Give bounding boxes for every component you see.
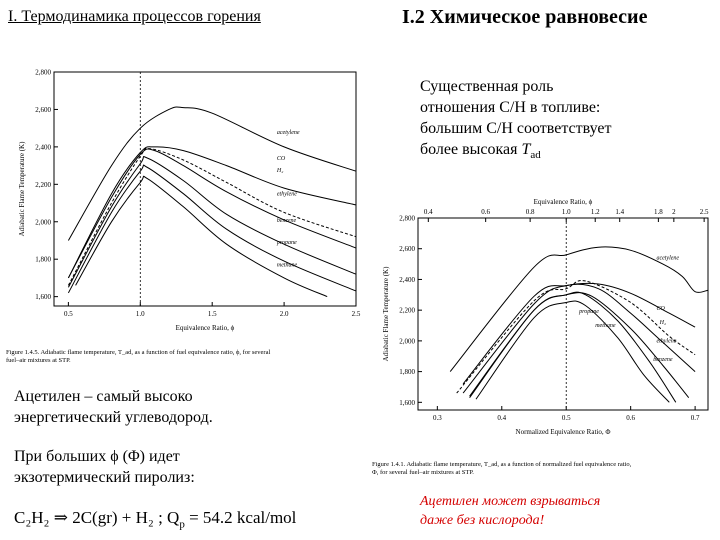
x-tick-label: 0.3	[433, 414, 442, 422]
x-tick-label: 2.5	[352, 310, 361, 318]
desc-line: большим C/H соответствует	[420, 120, 612, 137]
series-label: ethylene	[277, 192, 297, 198]
series-line-1	[67, 106, 357, 241]
series-label: benzene	[277, 218, 297, 224]
para-line: энергетический углеводород.	[14, 409, 213, 426]
plot-frame	[417, 217, 709, 411]
y-tick-label: 2,400	[35, 143, 51, 151]
top-tick-label: 1.4	[615, 208, 624, 216]
series-label: H₂	[659, 320, 666, 326]
warning-line: даже без кислорода!	[420, 513, 545, 528]
para-line: экзотермический пиролиз:	[14, 469, 195, 486]
x-tick-label: 1.5	[208, 310, 217, 318]
para-line: Ацетилен – самый высоко	[14, 388, 193, 405]
formula-sub: p	[179, 518, 185, 531]
figure-caption: Figure 1.4.5. Adiabatic flame temperatur…	[6, 349, 270, 356]
warning-line: Ацетилен может взрываться	[420, 494, 601, 509]
description-text: Существенная роль отношения C/H в топлив…	[420, 76, 710, 166]
series-line-4	[469, 291, 677, 403]
x-axis-label: Normalized Equivalence Ratio, Φ	[516, 428, 611, 436]
figure-caption: Figure 1.4.1. Adiabatic flame temperatur…	[372, 461, 632, 468]
left-chart: 2,800 2,600 2,400 2,200 2,000 1,800 1,600 0.5 1.…	[6, 69, 361, 365]
y-tick-label: 1,800	[399, 368, 415, 376]
y-tick-label: 2,600	[399, 245, 415, 253]
x-tick-label: 1.0	[136, 310, 145, 318]
series-line-2	[462, 282, 696, 385]
y-tick-label: 2,800	[35, 69, 51, 77]
series-label: H₂	[276, 168, 283, 174]
formula-rest: = 54.2 kcal/mol	[184, 508, 297, 527]
slide-title: I.2 Химическое равновесие	[402, 6, 648, 28]
top-tick-label: 0.8	[526, 208, 535, 216]
series-label: CO	[277, 156, 286, 162]
plot-frame	[53, 71, 357, 307]
series-label: acetylene	[277, 130, 300, 136]
tad-subscript: ad	[530, 149, 541, 162]
section-title-left: I. Термодинамика процессов горения	[8, 8, 261, 25]
top-tick-label: 0.6	[481, 208, 490, 216]
desc-prefix: более высокая	[420, 141, 522, 158]
top-tick-label: 1.0	[562, 208, 571, 216]
top-tick-label: 2	[672, 208, 676, 216]
y-tick-label: 2,600	[35, 106, 51, 114]
series-label: methane	[277, 263, 298, 269]
series-label: acetylene	[656, 255, 679, 261]
top-tick-label: 1.8	[654, 208, 663, 216]
figure-caption: fuel–air mixtures at STP.	[6, 357, 71, 364]
series-line-6	[67, 164, 357, 294]
series-line-1	[449, 246, 709, 372]
reaction-formula: C₂H₂ ⇒ 2C(gr) + H₂ ; Qp = 54.2 kcal/mol	[14, 508, 296, 530]
top-tick-label: 2.5	[700, 208, 709, 216]
series-label: benzene	[653, 357, 673, 363]
pyrolysis-paragraph: При больших ϕ (Φ) идет экзотермический п…	[14, 446, 344, 488]
y-tick-label: 2,400	[399, 276, 415, 284]
formula-text: C₂H₂ ⇒ 2C(gr) + H₂ ; Q	[14, 508, 180, 527]
series-label: propane	[276, 240, 297, 246]
series-line-7	[75, 175, 328, 298]
top-tick-label: 0.4	[424, 208, 433, 216]
y-tick-label: 2,000	[35, 218, 51, 226]
y-tick-label: 1,600	[35, 293, 51, 301]
right-chart: 2,800 2,600 2,400 2,200 2,000 1,800 1,600 0.3 0.…	[372, 198, 709, 476]
series-line-3	[456, 280, 696, 394]
x-tick-label: 0.7	[691, 414, 700, 422]
x-tick-label: 0.5	[64, 310, 73, 318]
para-line: При больших ϕ (Φ) идет	[14, 448, 180, 465]
series-line-4	[67, 148, 357, 279]
figure-caption: Φ, for several fuel–air mixtures at STP.	[372, 469, 474, 476]
y-axis-label: Adiabatic Flame Temperature (K)	[382, 266, 390, 361]
series-line-2	[67, 146, 357, 279]
top-tick-label: 1.2	[591, 208, 600, 216]
series-label: CO	[656, 306, 665, 312]
x-axis-label: Equivalence Ratio, ϕ	[176, 324, 235, 332]
series-line-5	[67, 156, 357, 288]
warning-text: Ацетилен может взрываться даже без кисло…	[420, 492, 600, 530]
series-line-5	[475, 300, 670, 403]
y-tick-label: 1,600	[399, 399, 415, 407]
desc-line: более высокая Tad	[420, 139, 710, 166]
series-line-3	[67, 147, 357, 286]
y-tick-label: 2,200	[35, 181, 51, 189]
x-tick-label: 2.0	[280, 310, 289, 318]
series-label: methane	[595, 323, 616, 329]
series-label: propane	[578, 309, 599, 315]
y-tick-label: 2,200	[399, 307, 415, 315]
y-tick-label: 1,800	[35, 256, 51, 264]
series-label: ethylene	[656, 338, 676, 344]
series-line-6	[462, 283, 696, 394]
x-tick-label: 0.6	[626, 414, 635, 422]
y-tick-label: 2,800	[399, 215, 415, 223]
x-tick-label: 0.4	[497, 414, 506, 422]
desc-line: Существенная роль	[420, 78, 554, 95]
series-line-7	[469, 292, 690, 399]
desc-line: отношения C/H в топливе:	[420, 99, 601, 116]
acetylene-paragraph: Ацетилен – самый высоко энергетический у…	[14, 386, 344, 428]
top-axis-label: Equivalence Ratio, ϕ	[534, 198, 593, 206]
y-axis-label: Adiabatic Flame Temperature (K)	[18, 141, 26, 236]
tad-symbol: T	[521, 141, 531, 158]
y-tick-label: 2,000	[399, 337, 415, 345]
x-tick-label: 0.5	[562, 414, 571, 422]
